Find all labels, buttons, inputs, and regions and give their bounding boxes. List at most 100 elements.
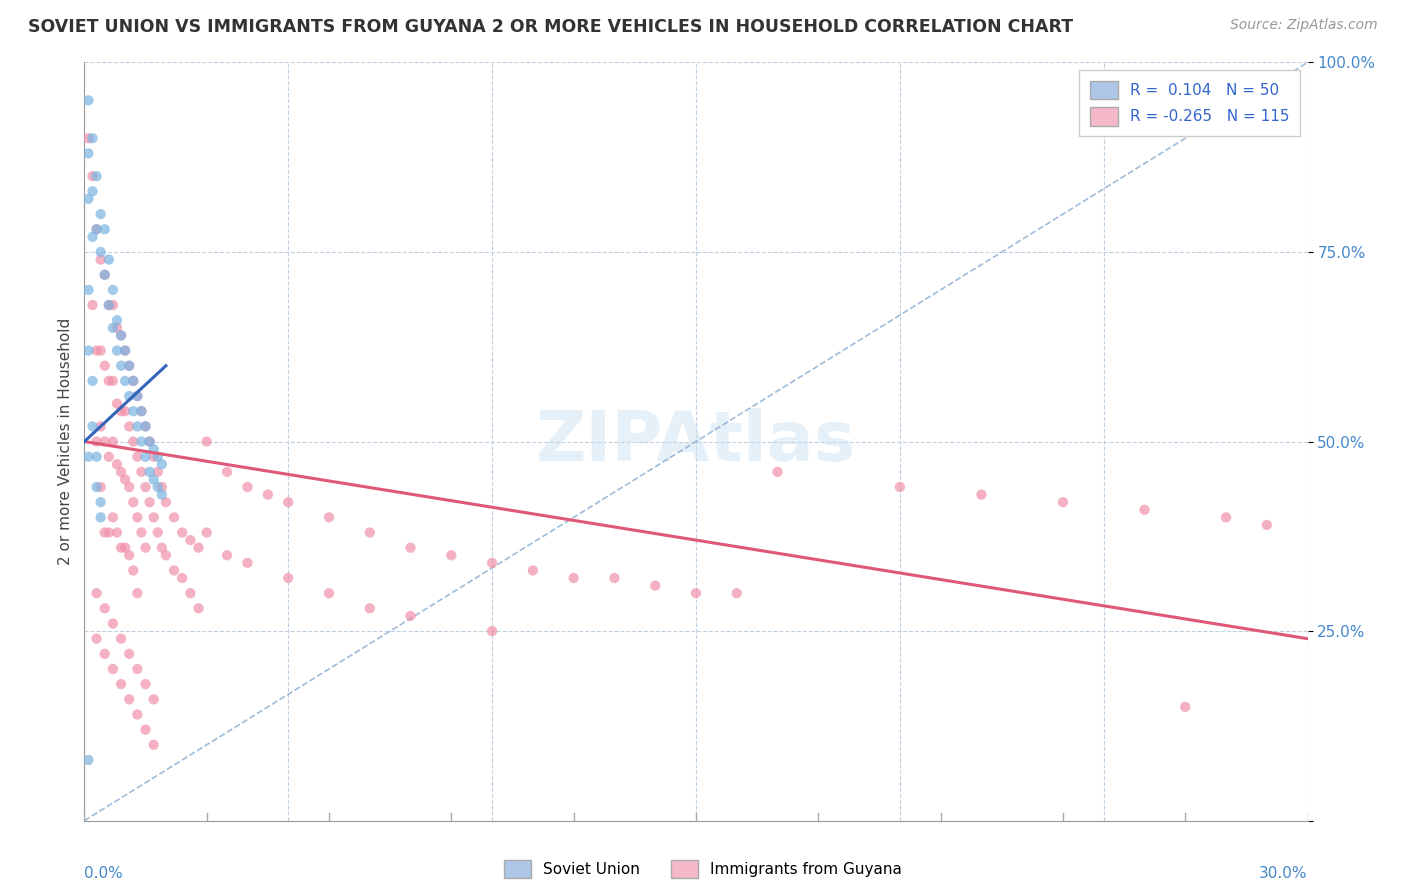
Point (101, 283, 124, 297)
Point (146, 450, 169, 464)
Point (399, 541, 422, 555)
Point (522, 564, 544, 578)
Point (440, 548, 463, 563)
Point (142, 442, 165, 457)
Point (127, 389, 149, 403)
Point (187, 601, 209, 615)
Point (135, 419, 157, 434)
Point (236, 556, 259, 570)
Point (150, 480, 173, 494)
Point (114, 374, 136, 388)
Point (150, 487, 173, 501)
Point (97, 525, 120, 540)
Point (889, 480, 911, 494)
Point (97, 374, 120, 388)
Point (105, 320, 128, 334)
Point (86, 434, 108, 449)
Text: Source: ZipAtlas.com: Source: ZipAtlas.com (1230, 18, 1378, 32)
Point (90, 343, 112, 358)
Point (127, 450, 149, 464)
Point (82, 131, 104, 145)
Point (127, 419, 149, 434)
Point (155, 495, 177, 509)
Point (1052, 495, 1074, 509)
Point (138, 495, 160, 509)
Point (127, 662, 149, 676)
Point (172, 571, 194, 585)
Point (90, 252, 112, 267)
Point (90, 510, 112, 524)
Point (142, 692, 165, 706)
Point (97, 252, 120, 267)
Point (105, 396, 128, 410)
Point (101, 616, 124, 631)
Point (86, 169, 108, 184)
Point (93, 434, 115, 449)
Point (101, 298, 124, 312)
Point (142, 738, 165, 752)
Point (1174, 699, 1197, 714)
Y-axis label: 2 or more Vehicles in Household: 2 or more Vehicles in Household (58, 318, 73, 566)
Point (118, 389, 141, 403)
Point (90, 244, 112, 259)
Point (142, 473, 165, 487)
Point (110, 328, 132, 343)
Point (131, 404, 153, 418)
Point (77, 283, 100, 297)
Point (77, 94, 100, 108)
Point (138, 434, 160, 449)
Point (122, 374, 145, 388)
Point (86, 632, 108, 646)
Point (101, 434, 124, 449)
Point (257, 487, 280, 501)
Text: 0.0%: 0.0% (84, 866, 124, 881)
Text: 30.0%: 30.0% (1260, 866, 1308, 881)
Point (217, 548, 239, 563)
Point (127, 707, 149, 722)
Point (150, 458, 173, 472)
Point (86, 480, 108, 494)
Point (82, 298, 104, 312)
Point (93, 525, 115, 540)
Point (142, 510, 165, 524)
Point (163, 564, 186, 578)
Point (277, 495, 299, 509)
Point (101, 320, 124, 334)
Point (110, 541, 132, 555)
Point (131, 525, 153, 540)
Point (82, 374, 104, 388)
Point (97, 450, 120, 464)
Point (118, 647, 141, 661)
Point (138, 434, 160, 449)
Point (114, 343, 136, 358)
Point (105, 313, 128, 327)
Point (101, 662, 124, 676)
Point (118, 692, 141, 706)
Point (318, 586, 340, 600)
Point (766, 465, 789, 479)
Point (90, 419, 112, 434)
Point (122, 374, 145, 388)
Point (195, 525, 218, 540)
Point (146, 480, 169, 494)
Point (90, 207, 112, 221)
Point (644, 579, 666, 593)
Point (93, 222, 115, 236)
Legend: R =  0.104   N = 50, R = -0.265   N = 115: R = 0.104 N = 50, R = -0.265 N = 115 (1080, 70, 1301, 136)
Point (114, 404, 136, 418)
Point (82, 419, 104, 434)
Point (93, 359, 115, 373)
Point (318, 510, 340, 524)
Point (86, 586, 108, 600)
Point (277, 571, 299, 585)
Point (82, 184, 104, 198)
Point (110, 677, 132, 691)
Point (135, 677, 157, 691)
Point (101, 374, 124, 388)
Point (105, 343, 128, 358)
Point (93, 601, 115, 615)
Point (93, 647, 115, 661)
Point (110, 632, 132, 646)
Point (150, 541, 173, 555)
Point (195, 434, 218, 449)
